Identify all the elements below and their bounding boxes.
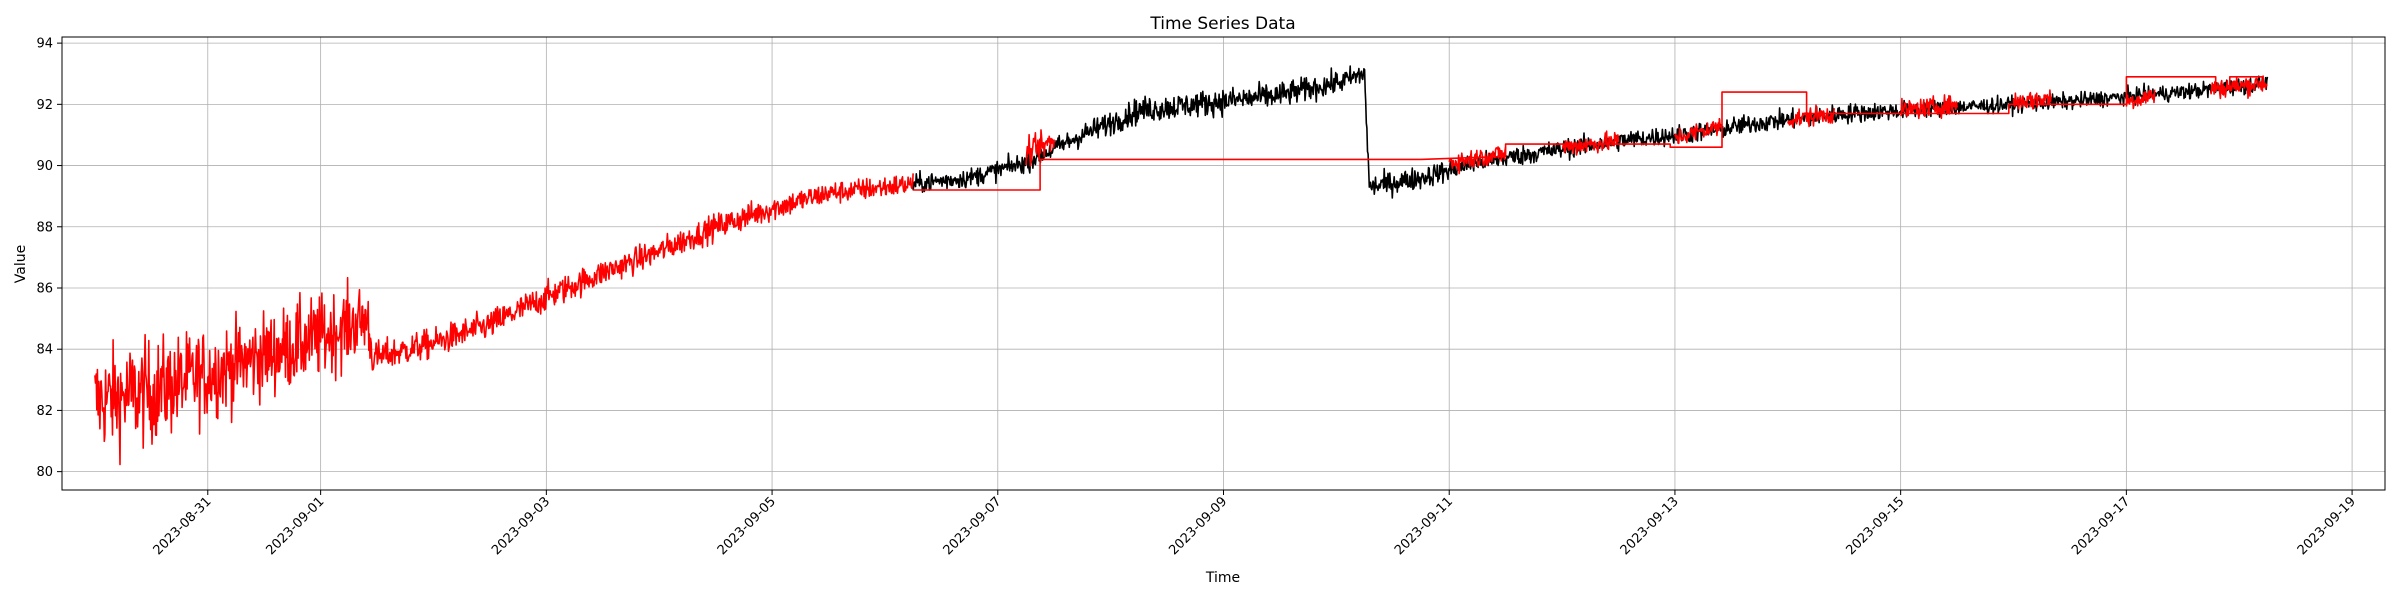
series-line-7 [1900,94,1958,120]
series-line-0 [94,173,914,466]
y-tick-label: 92 [36,98,53,113]
series-line-2 [1025,129,1055,167]
y-tick-label: 80 [36,465,53,480]
y-tick-label: 90 [36,159,53,174]
series-line-3 [1448,146,1507,175]
y-tick-label: 94 [36,37,53,52]
series-line-4 [1561,130,1620,156]
chart-title: Time Series Data [1149,14,1295,34]
y-axis-label: Value [13,245,29,283]
y-tick-label: 88 [36,220,53,235]
y-axis: 80 82 84 86 88 90 92 94 [36,37,62,480]
series-layer [94,65,2269,466]
series-line-5 [1674,118,1723,145]
y-tick-label: 82 [36,404,53,419]
x-axis-label: Time [1205,570,1240,586]
y-tick-label: 86 [36,281,53,296]
series-line-11 [913,76,2263,191]
y-tick-label: 84 [36,343,53,358]
series-line-9 [2125,89,2156,110]
series-line-10 [2210,75,2268,100]
series-line-8 [2012,89,2052,110]
